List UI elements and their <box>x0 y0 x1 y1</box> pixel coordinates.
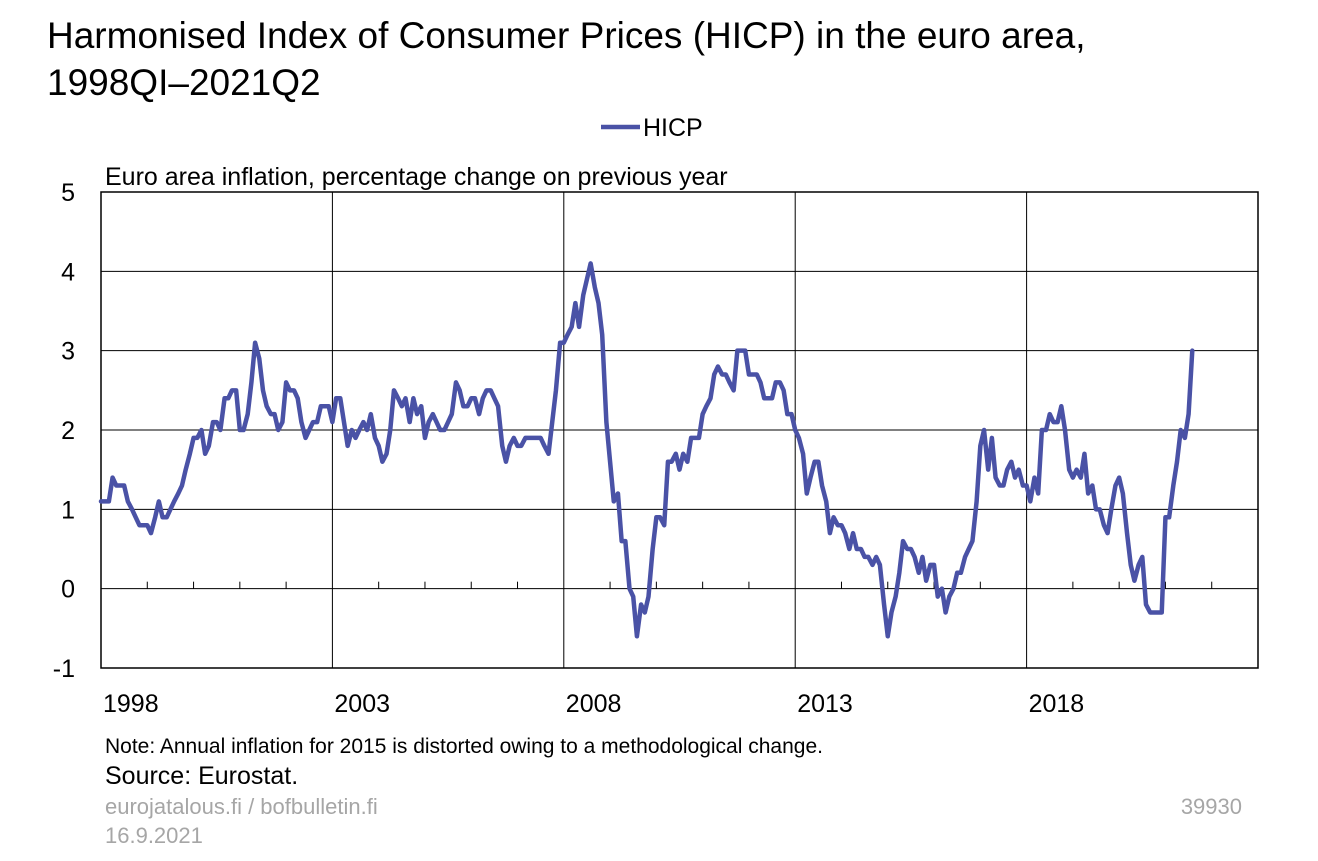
y-tick-label: 5 <box>61 179 75 207</box>
footer-date: 16.9.2021 <box>105 823 203 848</box>
y-tick-label: 4 <box>61 258 75 286</box>
y-axis-label: Euro area inflation, percentage change o… <box>105 163 728 191</box>
y-tick-label: 0 <box>61 576 75 604</box>
x-tick-label: 2018 <box>1029 690 1085 718</box>
x-tick-label: 1998 <box>103 690 159 718</box>
x-tick-label: 2003 <box>334 690 390 718</box>
chart-title: 1998QI–2021Q2 <box>47 62 321 103</box>
note: Note: Annual inflation for 2015 is disto… <box>105 735 823 758</box>
legend-label: HICP <box>643 114 703 142</box>
chart-id: 39930 <box>1181 794 1242 819</box>
y-tick-label: 3 <box>61 338 75 366</box>
y-tick-label: -1 <box>53 655 75 683</box>
chart-title: Harmonised Index of Consumer Prices (HIC… <box>47 15 1086 56</box>
x-tick-label: 2008 <box>566 690 622 718</box>
source: Source: Eurostat. <box>105 762 298 790</box>
y-tick-label: 1 <box>61 496 75 524</box>
data-line <box>98 261 1195 639</box>
plot-frame <box>100 191 1259 669</box>
y-tick-label: 2 <box>61 417 75 445</box>
footer-site: eurojatalous.fi / bofbulletin.fi <box>105 794 378 819</box>
x-tick-label: 2013 <box>797 690 853 718</box>
